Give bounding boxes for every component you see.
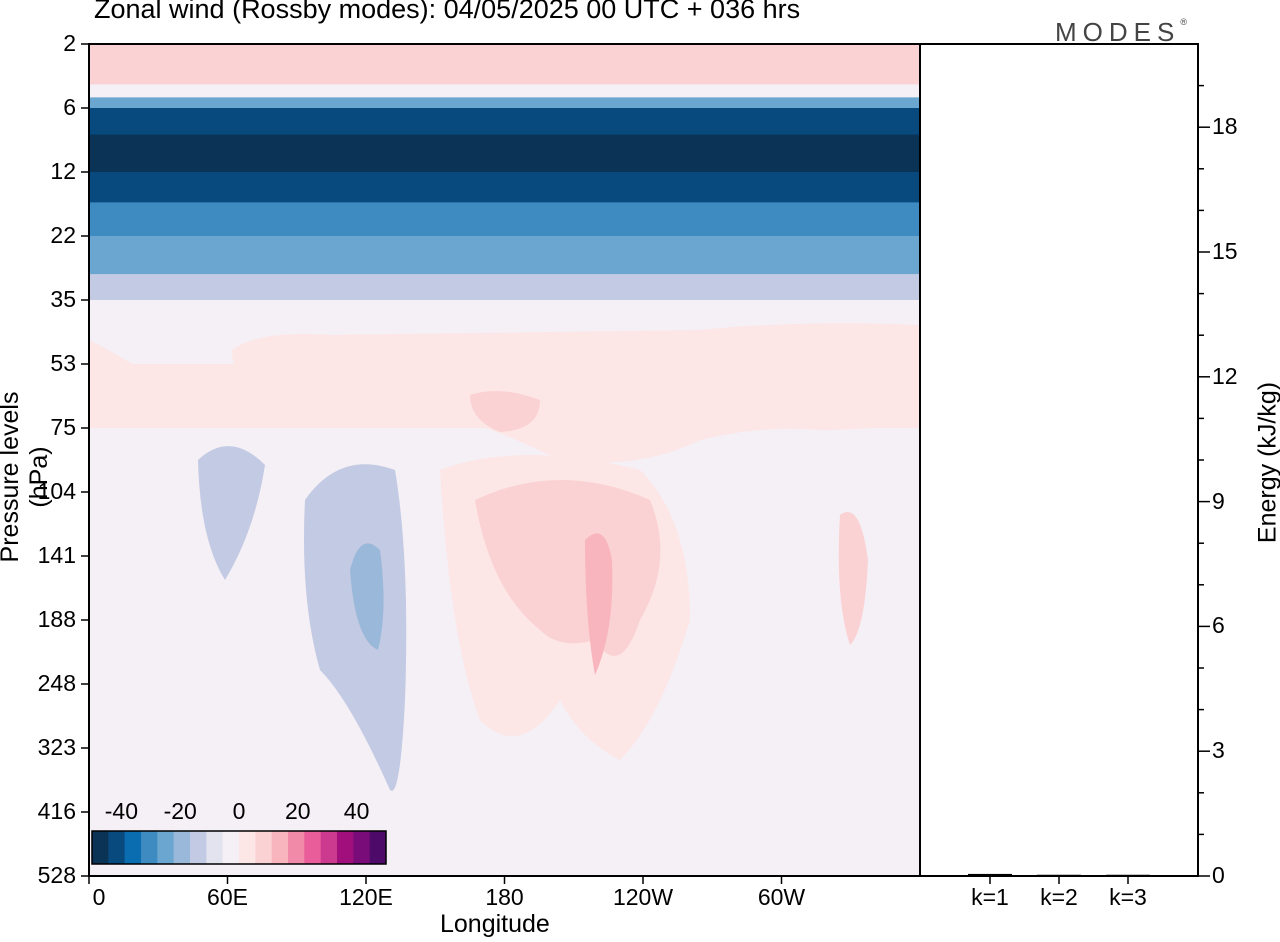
colorbar-swatch — [124, 831, 142, 864]
pressure-ticks — [81, 43, 89, 877]
energy-tick-label: 15 — [1212, 238, 1238, 264]
wind-anomaly-contour — [475, 480, 661, 656]
field-band — [89, 84, 920, 99]
colorbar-swatch — [288, 831, 305, 864]
pressure-tick-label: 75 — [50, 414, 76, 440]
colorbar-swatch — [337, 831, 354, 864]
pressure-tick-label: 22 — [50, 222, 76, 248]
colorbar-swatch — [108, 831, 125, 864]
wind-anomaly-contour — [89, 340, 150, 420]
colorbar-swatch — [239, 831, 256, 864]
field-band — [89, 748, 920, 813]
colorbar-swatch — [369, 831, 387, 864]
wind-anomaly-contour — [470, 391, 540, 432]
pressure-tick-label: 2 — [63, 30, 76, 56]
wind-anomaly-contour — [838, 512, 868, 645]
colorbar-swatch — [206, 831, 223, 864]
energy-bar — [1037, 874, 1081, 877]
wind-anomaly-contour — [350, 543, 384, 650]
colorbar-swatch — [222, 831, 240, 864]
energy-tick-label: 18 — [1212, 113, 1238, 140]
field-band — [89, 274, 920, 301]
energy-bars — [968, 873, 1150, 884]
chart-title: Zonal wind (Rossby modes): 04/05/2025 00… — [94, 0, 801, 24]
colorbar-swatch — [320, 831, 338, 864]
pressure-tick-label: 35 — [50, 286, 76, 312]
colorbar-swatch — [353, 831, 370, 864]
pressure-tick-label: 6 — [63, 94, 76, 120]
pressure-tick-label: 188 — [37, 606, 76, 632]
colorbar-tick-label: 0 — [232, 798, 246, 824]
field-band — [89, 172, 920, 204]
longitude-tick-label: 120E — [339, 884, 393, 910]
colorbar-tick-label: 40 — [343, 798, 370, 824]
colorbar-swatch — [190, 831, 207, 864]
longitude-tick-label: 180 — [485, 884, 524, 910]
wind-anomaly-contour — [198, 446, 265, 580]
energy-ticks — [1198, 84, 1210, 877]
pressure-tick-label: 528 — [37, 862, 76, 888]
longitude-tick-label: 60E — [207, 884, 248, 910]
energy-tick-label: 6 — [1212, 612, 1225, 639]
energy-tick-label: 9 — [1212, 487, 1225, 514]
field-band — [89, 134, 920, 173]
energy-axis-label: Energy (kJ/kg) — [1253, 381, 1280, 544]
colorbar — [91, 830, 387, 865]
colorbar-swatch — [141, 831, 158, 864]
pressure-tick-label: 323 — [37, 734, 76, 760]
pressure-tick-label: 416 — [37, 798, 76, 824]
colorbar-swatch — [255, 831, 272, 864]
x-axis-label: Longitude — [440, 910, 550, 938]
wind-field — [89, 44, 920, 876]
colorbar-swatch — [157, 831, 174, 864]
pressure-tick-label: 104 — [37, 478, 76, 504]
longitude-ticks — [88, 876, 783, 884]
energy-category-label: k=3 — [1109, 884, 1147, 910]
pressure-tick-label: 248 — [37, 670, 76, 696]
field-band — [89, 44, 920, 86]
colorbar-tick-label: -20 — [163, 798, 197, 824]
pressure-tick-label: 53 — [50, 350, 76, 376]
field-band — [89, 236, 920, 276]
field-band — [89, 97, 920, 109]
longitude-tick-label: 0 — [92, 884, 106, 910]
energy-category-label: k=1 — [971, 884, 1009, 910]
wind-anomaly-contour — [231, 323, 920, 463]
energy-bar — [968, 873, 1012, 876]
modes-logo: MODES® — [1055, 17, 1187, 47]
energy-tick-label: 3 — [1212, 737, 1225, 764]
colorbar-swatch — [173, 831, 191, 864]
pressure-tick-label: 12 — [50, 158, 76, 184]
pressure-tick-label: 141 — [37, 542, 76, 568]
energy-bar — [1106, 874, 1150, 877]
energy-category-label: k=2 — [1040, 884, 1078, 910]
field-band — [89, 202, 920, 237]
colorbar-frame — [91, 830, 387, 865]
energy-tick-label: 0 — [1212, 862, 1225, 888]
colorbar-tick-label: 20 — [285, 798, 311, 824]
field-band — [89, 108, 920, 136]
longitude-tick-label: 60W — [757, 884, 806, 910]
longitude-tick-label: 120W — [612, 884, 674, 910]
wind-anomaly-contour — [304, 464, 407, 791]
energy-tick-label: 12 — [1212, 362, 1238, 389]
colorbar-swatch — [304, 831, 321, 864]
colorbar-swatch — [92, 831, 109, 864]
colorbar-tick-label: -40 — [104, 798, 139, 824]
wind-anomaly-contour — [585, 533, 613, 675]
energy-plot-frame — [919, 43, 1199, 877]
colorbar-swatch — [271, 831, 289, 864]
